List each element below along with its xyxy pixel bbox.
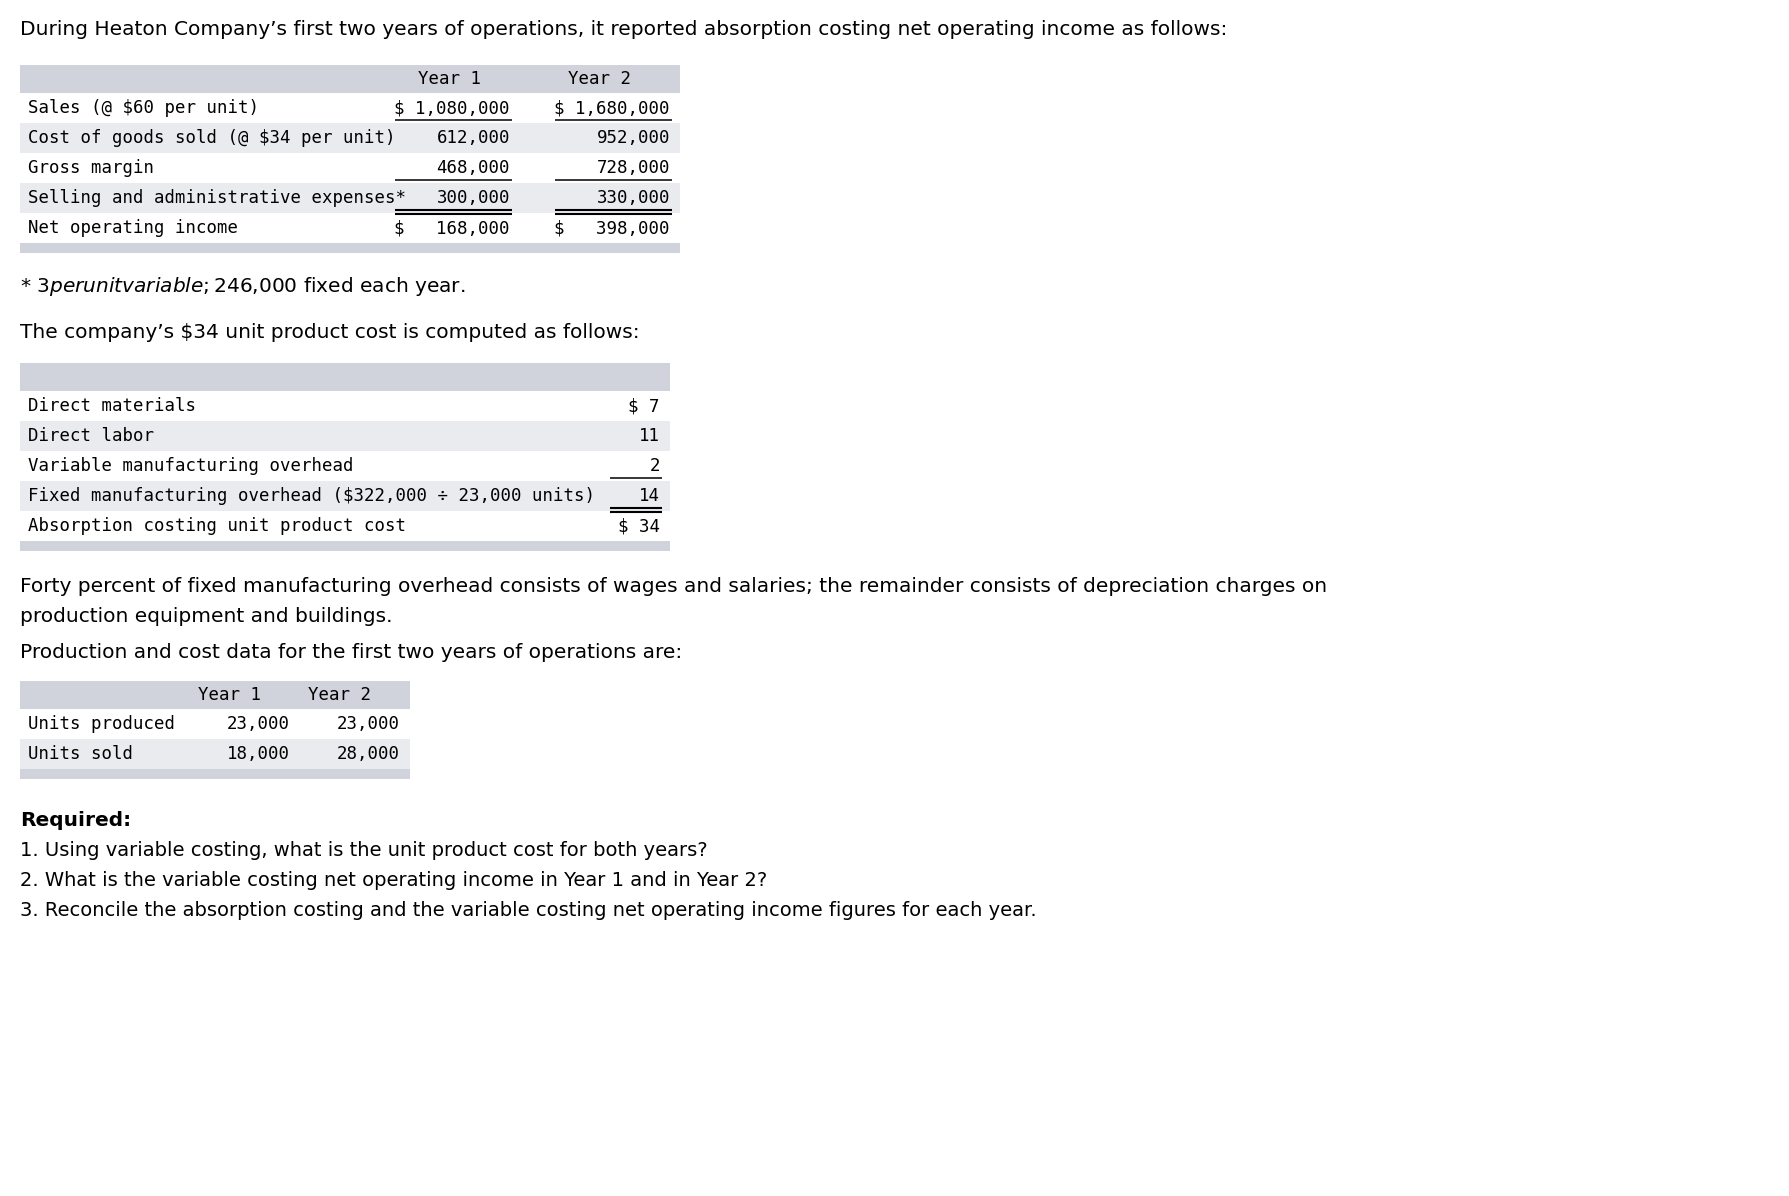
Text: 1. Using variable costing, what is the unit product cost for both years?: 1. Using variable costing, what is the u…	[20, 841, 707, 860]
Text: Year 2: Year 2	[569, 71, 632, 89]
Text: production equipment and buildings.: production equipment and buildings.	[20, 608, 392, 626]
Text: During Heaton Company’s first two years of operations, it reported absorption co: During Heaton Company’s first two years …	[20, 20, 1227, 39]
Text: 14: 14	[639, 487, 660, 505]
Text: $ 1,680,000: $ 1,680,000	[555, 99, 669, 117]
Text: $ 1,080,000: $ 1,080,000	[394, 99, 510, 117]
Bar	[20, 681, 410, 709]
Text: 23,000: 23,000	[336, 715, 399, 733]
Text: Variable manufacturing overhead: Variable manufacturing overhead	[29, 457, 352, 475]
Text: Direct labor: Direct labor	[29, 427, 154, 445]
Text: 23,000: 23,000	[227, 715, 290, 733]
Text: Year 2: Year 2	[308, 687, 372, 704]
Text: Year 1: Year 1	[419, 71, 481, 89]
Text: Direct materials: Direct materials	[29, 397, 195, 415]
Bar	[20, 183, 680, 213]
Text: 2. What is the variable costing net operating income in Year 1 and in Year 2?: 2. What is the variable costing net oper…	[20, 871, 767, 890]
Text: 28,000: 28,000	[336, 745, 399, 763]
Text: Year 1: Year 1	[199, 687, 261, 704]
Text: $   398,000: $ 398,000	[555, 219, 669, 237]
Text: 728,000: 728,000	[596, 159, 669, 177]
Text: 612,000: 612,000	[437, 129, 510, 147]
Text: The company’s $34 unit product cost is computed as follows:: The company’s $34 unit product cost is c…	[20, 323, 639, 342]
Text: 330,000: 330,000	[596, 189, 669, 207]
Text: Units sold: Units sold	[29, 745, 132, 763]
Text: Units produced: Units produced	[29, 715, 175, 733]
Bar	[20, 739, 410, 769]
Bar	[20, 65, 680, 93]
Text: $ 34: $ 34	[617, 517, 660, 535]
Bar	[20, 364, 669, 391]
Bar	[20, 243, 680, 254]
Text: Sales (@ $60 per unit): Sales (@ $60 per unit)	[29, 99, 259, 117]
Text: Required:: Required:	[20, 811, 131, 830]
Text: 952,000: 952,000	[596, 129, 669, 147]
Text: Production and cost data for the first two years of operations are:: Production and cost data for the first t…	[20, 643, 682, 663]
Text: * $3 per unit variable; $246,000 fixed each year.: * $3 per unit variable; $246,000 fixed e…	[20, 275, 465, 298]
Text: Forty percent of fixed manufacturing overhead consists of wages and salaries; th: Forty percent of fixed manufacturing ove…	[20, 576, 1326, 596]
Text: 468,000: 468,000	[437, 159, 510, 177]
Text: Absorption costing unit product cost: Absorption costing unit product cost	[29, 517, 406, 535]
Text: 11: 11	[639, 427, 660, 445]
Text: $   168,000: $ 168,000	[394, 219, 510, 237]
Bar	[20, 541, 669, 551]
Text: 18,000: 18,000	[227, 745, 290, 763]
Text: $ 7: $ 7	[628, 397, 660, 415]
Text: Net operating income: Net operating income	[29, 219, 238, 237]
Text: Selling and administrative expenses*: Selling and administrative expenses*	[29, 189, 406, 207]
Text: 300,000: 300,000	[437, 189, 510, 207]
Text: Gross margin: Gross margin	[29, 159, 154, 177]
Bar	[20, 421, 669, 451]
Bar	[20, 481, 669, 511]
Bar	[20, 769, 410, 779]
Bar	[20, 123, 680, 153]
Text: 2: 2	[649, 457, 660, 475]
Text: Fixed manufacturing overhead ($322,000 ÷ 23,000 units): Fixed manufacturing overhead ($322,000 ÷…	[29, 487, 594, 505]
Text: Cost of goods sold (@ $34 per unit): Cost of goods sold (@ $34 per unit)	[29, 129, 395, 147]
Text: 3. Reconcile the absorption costing and the variable costing net operating incom: 3. Reconcile the absorption costing and …	[20, 901, 1036, 920]
